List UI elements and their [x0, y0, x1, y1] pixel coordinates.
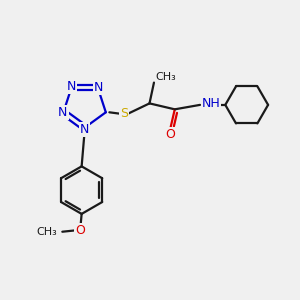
Text: O: O	[165, 128, 175, 140]
Text: O: O	[75, 224, 85, 237]
Text: NH: NH	[202, 97, 220, 110]
Text: CH₃: CH₃	[155, 72, 176, 82]
Text: S: S	[120, 107, 128, 120]
Text: N: N	[80, 123, 89, 136]
Text: N: N	[94, 81, 103, 94]
Text: CH₃: CH₃	[37, 227, 57, 237]
Text: N: N	[58, 106, 68, 119]
Text: N: N	[67, 80, 76, 93]
